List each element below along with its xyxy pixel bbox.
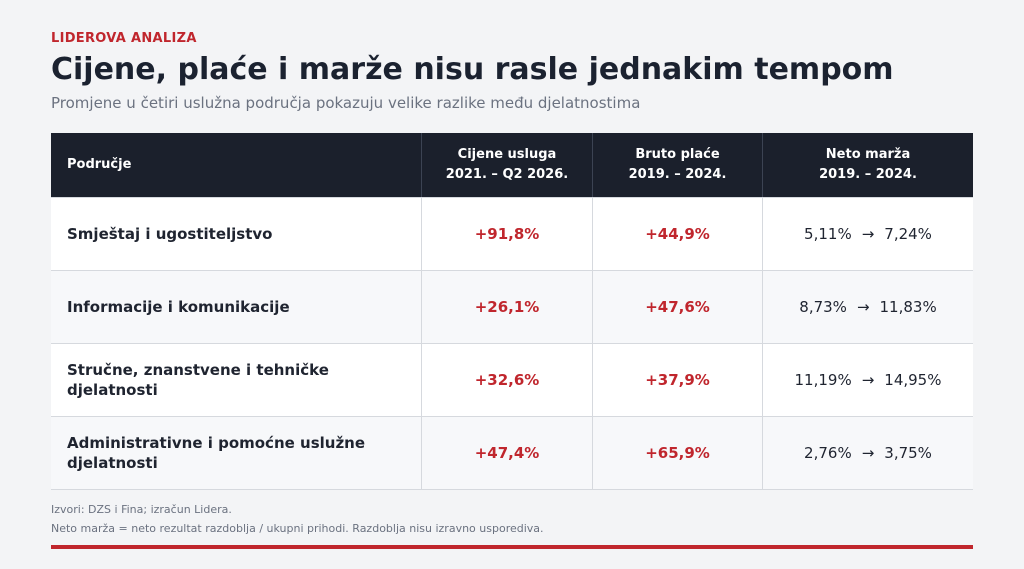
arrow-right-icon: → [861,371,875,389]
margin-to: 11,83% [879,298,937,316]
row-prices: +47,4% [421,417,592,489]
header-margin: Neto marža 2019. – 2024. [762,133,973,197]
comparison-table: Područje Cijene usluga 2021. – Q2 2026. … [51,133,973,490]
row-margin: 2,76% → 3,75% [762,417,973,489]
header-prices: Cijene usluga 2021. – Q2 2026. [421,133,592,197]
bottom-accent-rule [51,545,973,549]
prices-value: +91,8% [474,225,540,243]
header-wages: Bruto plaće 2019. – 2024. [592,133,762,197]
header-prices-period: 2021. – Q2 2026. [445,167,569,182]
margin-from: 5,11% [804,225,852,243]
row-prices: +26,1% [421,271,592,343]
row-area: Smještaj i ugostiteljstvo [67,225,273,243]
wages-value: +44,9% [645,225,710,243]
row-prices: +91,8% [421,198,592,270]
wages-value: +37,9% [645,371,710,389]
row-area: Stručne, znanstvene i tehničke djelatnos… [67,361,329,399]
header-wages-period: 2019. – 2024. [628,167,727,182]
row-margin: 5,11% → 7,24% [762,198,973,270]
margin-from: 11,19% [794,371,852,389]
definition-note: Neto marža = neto rezultat razdoblja / u… [51,522,544,535]
prices-value: +26,1% [474,298,540,316]
margin-to: 7,24% [884,225,932,243]
header-prices-label: Cijene usluga [457,147,557,162]
arrow-right-icon: → [861,225,875,243]
arrow-right-icon: → [861,444,875,462]
header-margin-label: Neto marža [825,147,911,162]
row-wages: +37,9% [592,344,762,416]
header-area-label: Područje [67,157,132,172]
wages-value: +47,6% [645,298,710,316]
source-note: Izvori: DZS i Fina; izračun Lidera. [51,503,232,516]
wages-value: +65,9% [645,444,710,462]
margin-from: 2,76% [804,444,852,462]
page-subtitle: Promjene u četiri uslužna područja pokaz… [51,94,641,112]
row-wages: +44,9% [592,198,762,270]
row-prices: +32,6% [421,344,592,416]
header-area: Područje [51,133,421,197]
table-row: Stručne, znanstvene i tehničke djelatnos… [51,343,973,416]
table-header-row: Područje Cijene usluga 2021. – Q2 2026. … [51,133,973,197]
row-area: Informacije i komunikacije [67,298,290,316]
page-title: Cijene, plaće i marže nisu rasle jednaki… [51,52,894,87]
margin-from: 8,73% [799,298,847,316]
table-row: Administrativne i pomoćne uslužne djelat… [51,416,973,489]
arrow-right-icon: → [856,298,870,316]
row-wages: +65,9% [592,417,762,489]
header-wages-label: Bruto plaće [635,147,720,162]
prices-value: +47,4% [474,444,540,462]
margin-to: 14,95% [884,371,942,389]
row-margin: 11,19% → 14,95% [762,344,973,416]
row-margin: 8,73% → 11,83% [762,271,973,343]
header-margin-period: 2019. – 2024. [819,167,917,182]
margin-to: 3,75% [884,444,932,462]
row-wages: +47,6% [592,271,762,343]
kicker: LIDEROVA ANALIZA [51,31,197,46]
prices-value: +32,6% [474,371,540,389]
table-row: Informacije i komunikacije +26,1% +47,6%… [51,270,973,343]
table-row: Smještaj i ugostiteljstvo +91,8% +44,9% … [51,197,973,270]
row-area: Administrativne i pomoćne uslužne djelat… [67,434,366,472]
